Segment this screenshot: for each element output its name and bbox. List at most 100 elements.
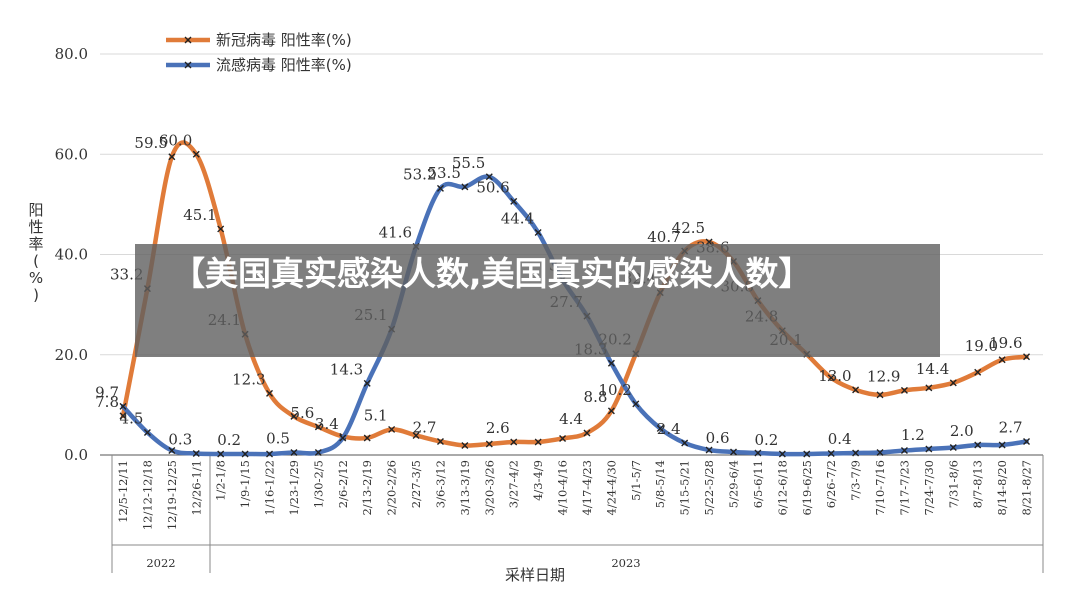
data-point-marker [510, 438, 518, 446]
x-tick-label: 7/3-7/9 [849, 460, 863, 501]
data-point-marker [461, 441, 469, 449]
data-label: 7.8 [95, 393, 119, 411]
data-point-marker [1023, 437, 1031, 445]
data-point-marker [607, 407, 615, 415]
data-label: 55.5 [452, 154, 485, 172]
x-tick-label: 12/19-12/25 [165, 460, 179, 530]
x-tick-label: 4/3-4/9 [531, 460, 545, 501]
year-label: 2022 [146, 556, 175, 570]
data-label: 0.6 [706, 429, 730, 447]
x-tick-label: 8/14-8/20 [995, 460, 1009, 516]
data-point-marker [266, 389, 274, 397]
data-point-marker [192, 450, 200, 457]
data-label: 2.6 [486, 419, 510, 437]
x-tick-label: 12/5-12/11 [116, 460, 130, 523]
data-label: 50.6 [476, 178, 509, 196]
data-point-marker [778, 450, 786, 458]
data-point-marker [266, 450, 274, 458]
y-tick-label: 60.0 [55, 145, 88, 163]
data-point-marker [363, 379, 371, 387]
data-label: 2.7 [999, 418, 1023, 436]
data-point-marker [436, 184, 444, 192]
data-point-marker [388, 425, 396, 433]
data-point-marker [974, 441, 982, 449]
data-label: 12.3 [232, 370, 265, 388]
x-tick-labels: 12/5-12/11 12/12-12/18 12/19-12/25 12/26-1/… [116, 460, 1034, 530]
data-label: 2.4 [657, 420, 681, 438]
data-point-marker [852, 449, 860, 457]
x-tick-label: 6/5-6/11 [751, 460, 765, 508]
y-axis-title: 阳性率(%) [28, 201, 43, 304]
legend-label: 流感病毒 阳性率(%) [216, 56, 352, 74]
data-point-marker [290, 412, 298, 420]
data-point-marker [412, 431, 420, 439]
data-point-marker [485, 440, 493, 448]
x-tick-label: 8/21-8/27 [1020, 460, 1034, 516]
data-point-marker [119, 412, 127, 420]
y-tick-label: 40.0 [55, 246, 88, 264]
data-point-marker [534, 438, 542, 446]
x-tick-label: 12/12-12/18 [140, 460, 154, 530]
legend-entry: 流感病毒 阳性率(%) [166, 56, 352, 74]
data-point-marker [803, 450, 811, 458]
data-point-marker [632, 400, 640, 408]
data-point-marker [363, 434, 371, 442]
data-label: 0.2 [217, 431, 241, 449]
x-tick-label: 6/19-6/25 [800, 460, 814, 516]
data-label: 12.9 [867, 367, 900, 385]
data-label: 0.3 [168, 430, 192, 448]
data-point-marker [461, 183, 469, 191]
y-tick-labels: 0.0 20.0 40.0 60.0 80.0 [55, 45, 88, 464]
data-label: 5.6 [291, 404, 315, 422]
data-label: 1.2 [901, 426, 925, 444]
data-point-marker [900, 386, 908, 394]
data-point-marker [217, 225, 225, 233]
x-tick-label: 6/12-6/18 [775, 460, 789, 516]
data-label: 45.1 [183, 206, 216, 224]
data-point-marker [290, 448, 298, 456]
x-tick-label: 3/13-3/19 [458, 460, 472, 516]
data-label: 60.0 [159, 131, 192, 149]
legend-label: 新冠病毒 阳性率(%) [216, 31, 352, 49]
x-tick-label: 3/6-3/12 [433, 460, 447, 508]
x-tick-label: 2/27-3/5 [409, 460, 423, 508]
data-label: 41.6 [379, 223, 412, 241]
data-point-marker [217, 450, 225, 458]
data-point-marker [339, 434, 347, 442]
data-point-marker [168, 153, 176, 161]
x-tick-label: 5/29-6/4 [727, 460, 741, 508]
x-tick-label: 7/31-8/6 [946, 460, 960, 508]
data-label: 3.4 [315, 415, 339, 433]
data-label: 19.0 [965, 337, 998, 355]
x-tick-label: 1/30-2/5 [311, 460, 325, 508]
data-point-marker [119, 402, 127, 410]
x-tick-label: 1/2-1/8 [214, 460, 228, 501]
data-point-marker [583, 429, 591, 437]
data-point-marker [876, 391, 884, 399]
data-label: 14.4 [916, 360, 949, 378]
x-tick-label: 7/17-7/23 [897, 460, 911, 516]
x-tick-label: 5/8-5/14 [653, 460, 667, 508]
x-tick-label: 7/10-7/16 [873, 460, 887, 516]
data-point-marker [925, 384, 933, 392]
data-point-marker [1023, 353, 1031, 361]
data-point-marker [974, 368, 982, 376]
data-point-marker [827, 450, 835, 457]
data-point-marker [314, 448, 322, 456]
data-point-marker [241, 450, 249, 458]
data-point-marker [314, 423, 322, 431]
data-label: 40.7 [647, 228, 680, 246]
data-point-marker [949, 379, 957, 387]
data-point-marker [705, 238, 713, 246]
data-label: 59.5 [134, 134, 167, 152]
x-tick-label: 3/20-3/26 [482, 460, 496, 516]
data-point-marker [485, 173, 493, 181]
data-label: 14.3 [330, 360, 363, 378]
x-tick-label: 4/10-4/16 [556, 460, 570, 516]
legend-entry: 新冠病毒 阳性率(%) [166, 31, 352, 49]
data-point-marker [852, 386, 860, 394]
data-point-marker [925, 445, 933, 453]
x-tick-label: 3/27-4/2 [507, 460, 521, 508]
x-tick-label: 1/9-1/15 [238, 460, 252, 508]
data-label: 13.0 [818, 367, 851, 385]
